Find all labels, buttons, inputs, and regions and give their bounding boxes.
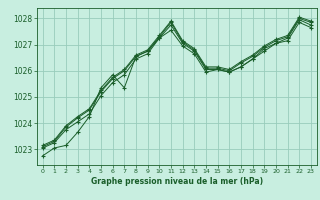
X-axis label: Graphe pression niveau de la mer (hPa): Graphe pression niveau de la mer (hPa) [91, 177, 263, 186]
